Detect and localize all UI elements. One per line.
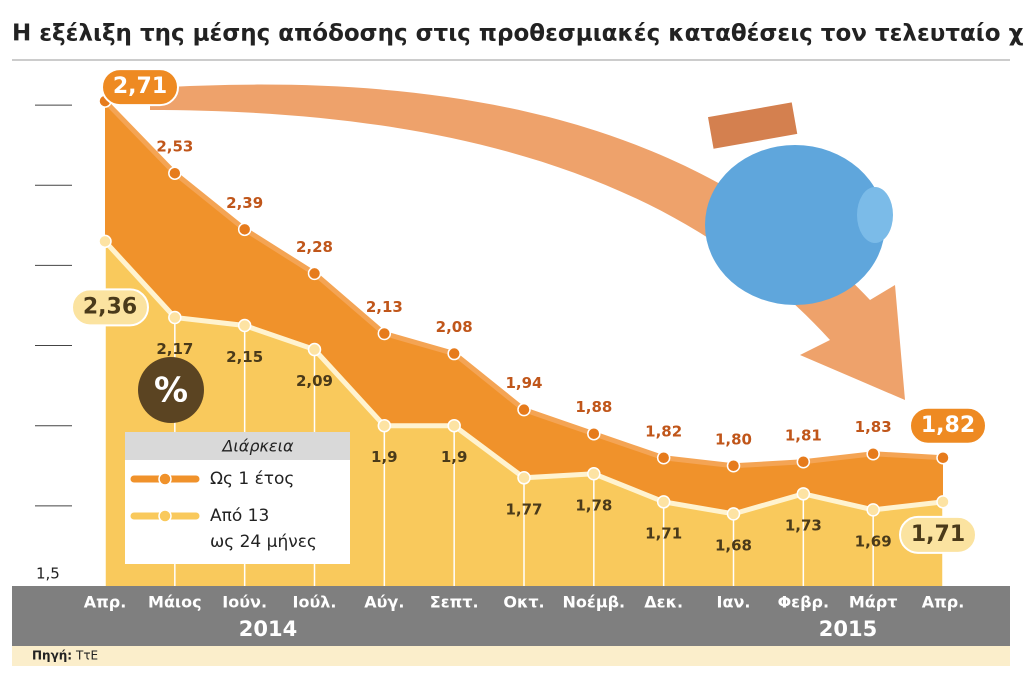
x-tick-label: Οκτ. [503, 593, 544, 612]
data-label: 2,71 [113, 74, 167, 99]
x-tick-label: Φεβρ. [778, 593, 830, 612]
x-tick-label: Αύγ. [364, 593, 404, 612]
marker [307, 342, 322, 357]
x-tick-label: Ιούν. [222, 593, 267, 612]
marker [796, 455, 811, 469]
x-tick-label: Ιούλ. [293, 593, 337, 612]
marker [447, 346, 461, 361]
data-label: 1,80 [715, 430, 752, 448]
data-label: 1,88 [575, 398, 612, 416]
source: ΤτΕ [75, 649, 98, 663]
data-label: 1,69 [855, 532, 892, 550]
data-label: 1,83 [855, 418, 892, 436]
data-label: 1,82 [645, 422, 682, 440]
piggy-snout [857, 187, 893, 243]
year-label: 2015 [819, 617, 877, 641]
marker [936, 451, 950, 465]
data-label: 2,36 [83, 294, 137, 319]
year-label: 2014 [239, 617, 297, 641]
legend-marker [158, 472, 172, 486]
data-label: 2,17 [156, 340, 193, 358]
banknote [708, 102, 798, 149]
marker [656, 495, 671, 509]
marker [866, 446, 880, 461]
marker [307, 266, 322, 281]
x-tick-label: Δεκ. [644, 593, 683, 612]
marker [866, 503, 880, 517]
marker [237, 222, 252, 237]
x-tick-label: Μάρτ [849, 593, 898, 612]
data-label: 1,9 [371, 448, 398, 466]
data-label: 1,71 [911, 522, 965, 547]
data-label: 1,94 [505, 374, 542, 392]
piggy-body [705, 145, 885, 305]
source-label: Πηγή: [32, 649, 72, 663]
highlight-pill [909, 406, 987, 445]
data-label: 1,73 [785, 516, 822, 534]
highlight-pill [899, 515, 977, 554]
highlight-pill [101, 68, 179, 107]
badge-text: % [154, 371, 188, 411]
legend-label-line: Από 13 [210, 506, 269, 526]
legend-label-line: ως 24 μήνες [210, 532, 317, 552]
data-label: 1,82 [921, 413, 975, 438]
data-label: 1,78 [575, 496, 612, 514]
x-axis-band [12, 586, 1010, 646]
x-tick-label: Σεπτ. [430, 593, 479, 612]
legend-label: Από 13 ως 24 μήνες [210, 506, 317, 552]
data-label: 2,08 [436, 318, 473, 336]
data-label: 1,81 [785, 426, 822, 444]
highlight-pill [71, 288, 149, 327]
marker [587, 467, 601, 481]
chart-title: Η εξέλιξη της μέσης απόδοσης στις προθεσ… [12, 21, 1024, 47]
data-label: 2,53 [156, 138, 193, 156]
x-tick-label: Ιαν. [717, 593, 751, 612]
data-label: 1,77 [505, 500, 542, 518]
marker [447, 418, 461, 433]
marker [517, 471, 531, 485]
data-label: 2,39 [226, 194, 263, 212]
marker [377, 418, 392, 433]
marker [726, 459, 741, 473]
legend-header [125, 432, 350, 460]
marker [168, 166, 182, 180]
marker [377, 326, 392, 341]
y-tick-label: 1,5 [36, 565, 60, 583]
data-label: 1,71 [645, 524, 682, 542]
marker [796, 487, 811, 501]
data-label: 2,28 [296, 238, 333, 256]
x-tick-label: Απρ. [922, 593, 965, 612]
data-label: 1,68 [715, 536, 752, 554]
marker [726, 507, 741, 521]
legend-marker [158, 509, 172, 523]
marker [237, 318, 252, 333]
marker [656, 451, 671, 465]
marker [587, 426, 601, 441]
x-tick-label: Μάιος [148, 593, 202, 612]
badge [138, 357, 204, 423]
marker [936, 495, 950, 509]
source-band [12, 646, 1010, 666]
data-label: 2,15 [226, 348, 263, 366]
data-label: 1,9 [441, 448, 468, 466]
legend-label: Ως 1 έτος [210, 469, 294, 489]
legend-title: Διάρκεια [220, 437, 294, 456]
x-tick-label: Απρ. [84, 593, 127, 612]
data-label: 2,09 [296, 372, 333, 390]
marker [98, 234, 112, 249]
marker [517, 402, 531, 417]
data-label: 2,13 [366, 298, 403, 316]
marker [168, 310, 182, 325]
x-tick-label: Νοέμβ. [563, 593, 626, 612]
